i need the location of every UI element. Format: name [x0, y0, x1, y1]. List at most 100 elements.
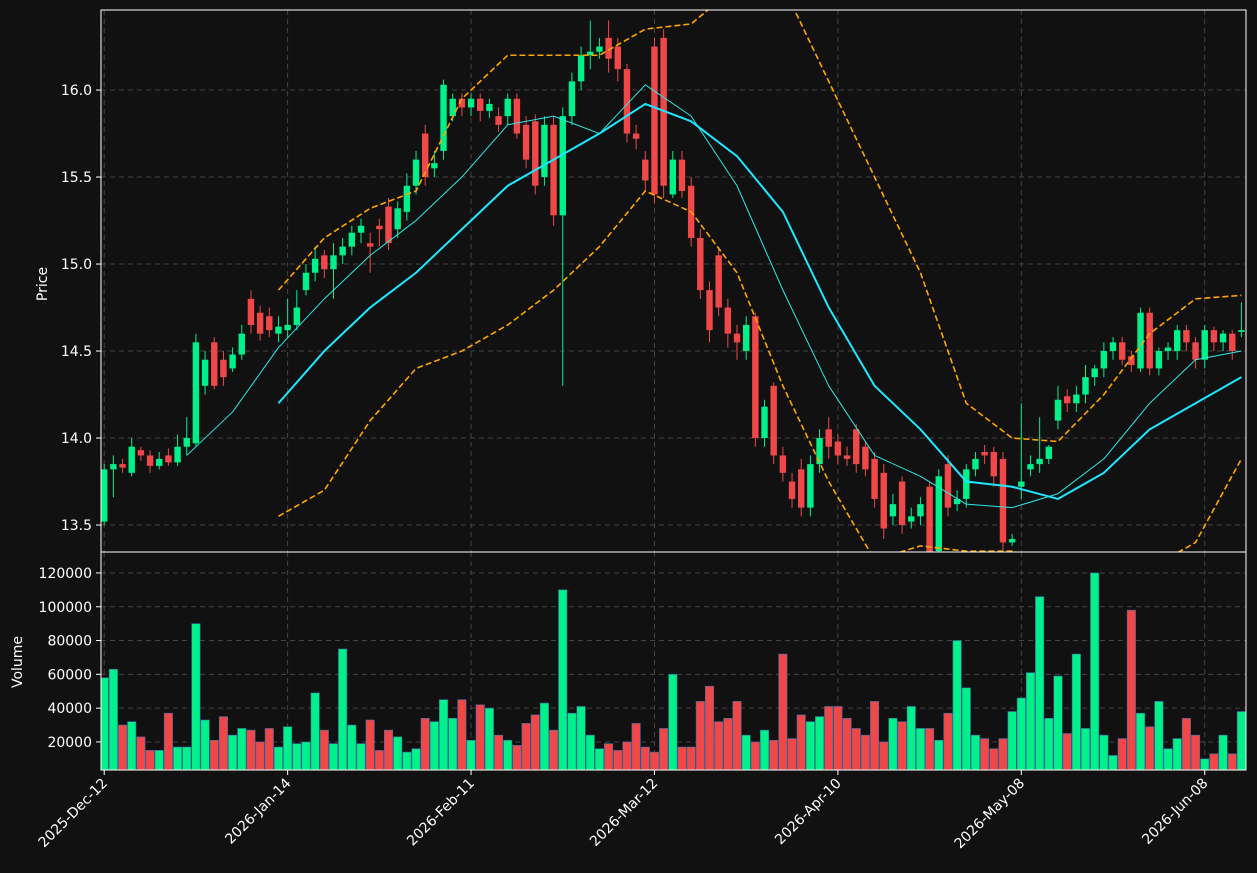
candle-body	[504, 98, 511, 117]
volume-bar	[888, 717, 898, 770]
candle-body	[963, 469, 970, 499]
y-tick-label: 14.5	[61, 344, 92, 360]
candle-body	[293, 307, 301, 325]
volume-bar	[824, 706, 834, 770]
volume-bar	[475, 704, 485, 770]
candle-body	[972, 458, 979, 470]
volume-bar	[961, 687, 971, 770]
candle-body	[458, 98, 466, 108]
volume-tick-label: 40000	[47, 701, 92, 717]
volume-bar	[943, 712, 953, 770]
candle-body	[1018, 481, 1025, 487]
volume-axis-label: Volume	[10, 636, 26, 688]
candle-body	[385, 206, 392, 244]
volume-bar	[567, 712, 577, 770]
volume-bar	[512, 745, 522, 770]
volume-bar	[594, 748, 604, 770]
volume-bar	[549, 729, 559, 770]
volume-bar	[925, 728, 935, 770]
candle-body	[559, 116, 566, 216]
volume-bar	[484, 707, 494, 770]
candle-body	[431, 163, 438, 169]
candle-body	[779, 455, 787, 473]
candle-body	[330, 255, 337, 270]
volume-bar	[209, 739, 219, 770]
candle-body	[201, 359, 209, 386]
volume-bar	[906, 706, 916, 770]
volume-bar	[640, 746, 650, 770]
candle-body	[137, 450, 145, 456]
candle-body	[256, 312, 264, 334]
candle-body	[1082, 377, 1089, 395]
y-tick-label: 13.5	[61, 518, 92, 534]
candle-body	[266, 316, 273, 331]
candle-body	[1201, 330, 1208, 360]
volume-bar	[273, 746, 283, 770]
volume-bar	[558, 589, 568, 770]
volume-tick-label: 80000	[47, 634, 92, 650]
candle-body	[917, 504, 924, 517]
volume-bar	[173, 746, 183, 770]
volume-bar	[338, 648, 348, 770]
candle-body	[128, 446, 135, 473]
candle-body	[174, 446, 181, 463]
candle-body	[1183, 330, 1190, 343]
volume-bar	[842, 717, 852, 770]
volume-bar	[631, 723, 641, 770]
y-tick-label: 14.0	[61, 431, 92, 447]
candle-body	[1091, 368, 1098, 378]
volume-bar	[530, 714, 540, 770]
candle-body	[908, 516, 915, 522]
candle-body	[843, 455, 851, 459]
candle-body	[412, 159, 420, 186]
volume-bar	[576, 706, 586, 770]
volume-bar	[411, 748, 421, 770]
volume-bar	[1163, 748, 1173, 770]
volume-bar	[301, 741, 311, 770]
volume-bar	[494, 734, 504, 770]
volume-bar	[108, 668, 118, 770]
volume-bar	[292, 743, 302, 770]
candle-body	[944, 464, 952, 508]
volume-bar	[1035, 596, 1045, 770]
volume-bar	[704, 685, 715, 770]
volume-bar	[1044, 717, 1054, 770]
overlay-line	[186, 84, 1242, 509]
volume-bar	[1191, 734, 1201, 770]
volume-bar	[1218, 734, 1228, 770]
candle-body	[532, 121, 539, 186]
volume-bar	[897, 721, 907, 770]
y-tick-label: 15.0	[61, 257, 92, 273]
candle-body	[119, 464, 126, 468]
volume-bar	[815, 716, 825, 770]
candle-body	[183, 438, 190, 447]
volume-bar	[457, 699, 467, 770]
volume-bar	[760, 729, 770, 770]
candle-body	[311, 258, 319, 273]
volume-bar	[154, 750, 164, 770]
volume-bar	[310, 692, 320, 770]
volume-bar	[182, 746, 192, 770]
candle-body	[477, 98, 484, 111]
volume-bar	[585, 734, 595, 770]
candle-body	[752, 316, 759, 439]
candle-body	[999, 458, 1007, 543]
volume-bar	[741, 734, 751, 770]
candle-body	[596, 46, 603, 52]
candle-body	[1192, 342, 1199, 360]
volume-bar	[695, 701, 705, 770]
candle-body	[1219, 333, 1227, 343]
overlay-line	[277, 102, 1242, 500]
candle-body	[1073, 394, 1080, 404]
volume-bar	[805, 721, 815, 770]
volume-bar	[1071, 653, 1081, 770]
volume-bar	[420, 717, 430, 770]
candle-body	[761, 406, 768, 439]
candle-body	[495, 116, 502, 125]
candle-body	[1027, 464, 1034, 470]
candle-body	[981, 451, 988, 456]
candle-body	[440, 84, 447, 151]
candle-body	[421, 133, 429, 178]
candle-body	[101, 469, 108, 522]
volume-panel	[101, 572, 1246, 770]
